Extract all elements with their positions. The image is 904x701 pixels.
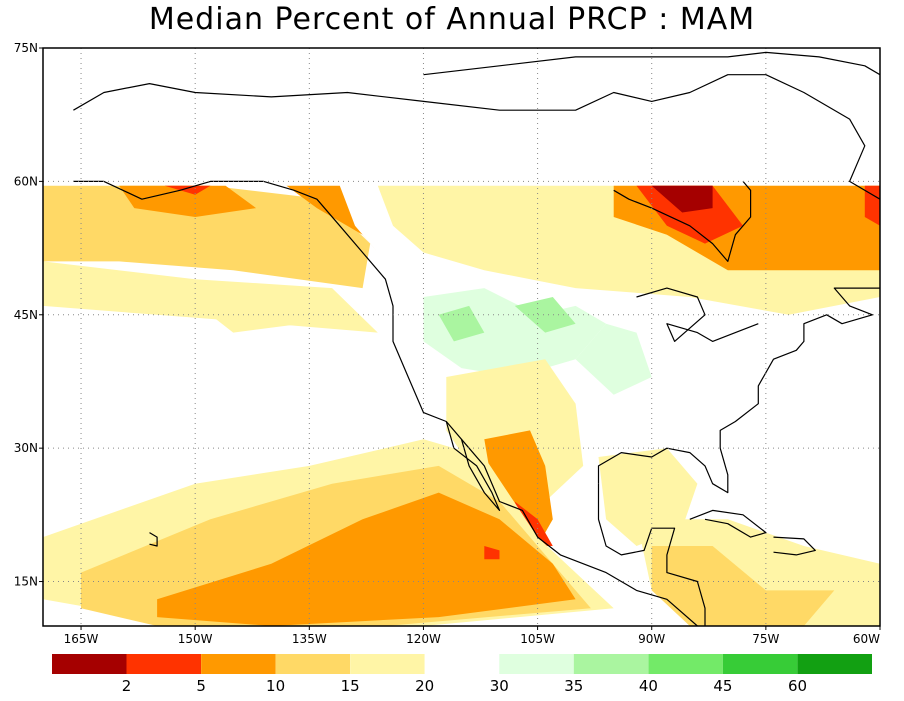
shaded-region-tropical-pacific-orange bbox=[157, 492, 576, 626]
colorbar-bin bbox=[52, 654, 127, 674]
colorbar-bin bbox=[573, 654, 649, 674]
colorbar-label: 2 bbox=[122, 677, 132, 695]
coastline-layer bbox=[73, 51, 880, 626]
shaded-region-pacific-yellow-pale bbox=[43, 261, 378, 333]
shaded-region-alaska-coast-red bbox=[164, 185, 211, 195]
shaded-region-hudson-darkred bbox=[651, 185, 713, 213]
lon-tick-label: 105W bbox=[520, 632, 555, 646]
colorbar-label: 60 bbox=[788, 677, 807, 695]
coastline-baja-california bbox=[445, 421, 501, 511]
lon-tick-label: 120W bbox=[406, 632, 441, 646]
colorbar-label: 15 bbox=[341, 677, 360, 695]
lat-tick-label: 45N bbox=[14, 308, 38, 322]
coastline-gulf-coast bbox=[597, 287, 880, 494]
lat-tick-label: 75N bbox=[14, 41, 38, 55]
lon-tick-label: 150W bbox=[178, 632, 213, 646]
shaded-region-caribbean-yellow bbox=[651, 546, 835, 626]
axis-layer: 165W 150W 135W 120W 105W 90W 75W 60W 15N 30N 45N 60… bbox=[14, 41, 881, 646]
coastline-mexico-east-coast bbox=[597, 483, 706, 626]
coastline-north-america-west-coast bbox=[73, 180, 698, 626]
coastline-hispaniola bbox=[773, 536, 816, 556]
map-layer bbox=[43, 185, 880, 626]
lat-tick-label: 15N bbox=[14, 575, 38, 589]
colorbar-label: 40 bbox=[639, 677, 658, 695]
lat-tick-label: 60N bbox=[14, 174, 38, 188]
colorbar-bin bbox=[648, 654, 723, 674]
colorbar-bin bbox=[275, 654, 351, 674]
shaded-region-bc-coast-orange bbox=[286, 185, 378, 253]
coastline-cuba bbox=[689, 509, 767, 538]
colorbar-bin bbox=[201, 654, 276, 674]
colorbar-bin bbox=[722, 654, 798, 674]
lon-tick-label: 60W bbox=[853, 632, 880, 646]
map-title: Median Percent of Annual PRCP : MAM bbox=[148, 2, 756, 37]
colorbar-bin bbox=[350, 654, 425, 674]
shaded-region-plains-green bbox=[575, 323, 652, 395]
shaded-region-mexico-orange bbox=[484, 430, 553, 546]
colorbar-label: 45 bbox=[713, 677, 732, 695]
lon-tick-label: 165W bbox=[64, 632, 99, 646]
lat-tick-label: 30N bbox=[14, 441, 38, 455]
shaded-region-labrador-red bbox=[864, 185, 880, 226]
shaded-region-pacific-patch-pale bbox=[210, 305, 302, 333]
colorbar-bin bbox=[797, 654, 872, 674]
shaded-region-montana-green-mid bbox=[514, 297, 576, 333]
coastline-arctic-islands bbox=[423, 51, 880, 76]
colorbar: 2 5 10 15 20 30 35 40 45 60 bbox=[52, 654, 872, 695]
colorbar-label: 20 bbox=[415, 677, 434, 695]
colorbar-bin bbox=[126, 654, 201, 674]
lon-tick-label: 90W bbox=[638, 632, 665, 646]
colorbar-label: 5 bbox=[196, 677, 206, 695]
plot-frame bbox=[42, 47, 881, 627]
coastline-hawaii bbox=[149, 532, 158, 547]
coastline-hudson-bay bbox=[613, 181, 752, 262]
lon-tick-label: 135W bbox=[292, 632, 327, 646]
shaded-region-hudson-red bbox=[636, 185, 743, 244]
lon-tick-label: 75W bbox=[752, 632, 779, 646]
shaded-region-northeast-pacific-band bbox=[43, 185, 371, 289]
shaded-region-pacific-red-spot bbox=[484, 546, 500, 560]
colorbar-bin bbox=[424, 654, 500, 674]
colorbar-bin bbox=[499, 654, 574, 674]
coastline-great-lakes bbox=[636, 287, 759, 342]
colorbar-label: 10 bbox=[266, 677, 285, 695]
shaded-region-alaska-orange bbox=[119, 185, 257, 217]
coastline-arctic-coast bbox=[73, 74, 880, 200]
colorbar-label: 35 bbox=[564, 677, 583, 695]
shaded-region-idaho-green-mid bbox=[438, 305, 485, 342]
colorbar-label: 30 bbox=[490, 677, 509, 695]
